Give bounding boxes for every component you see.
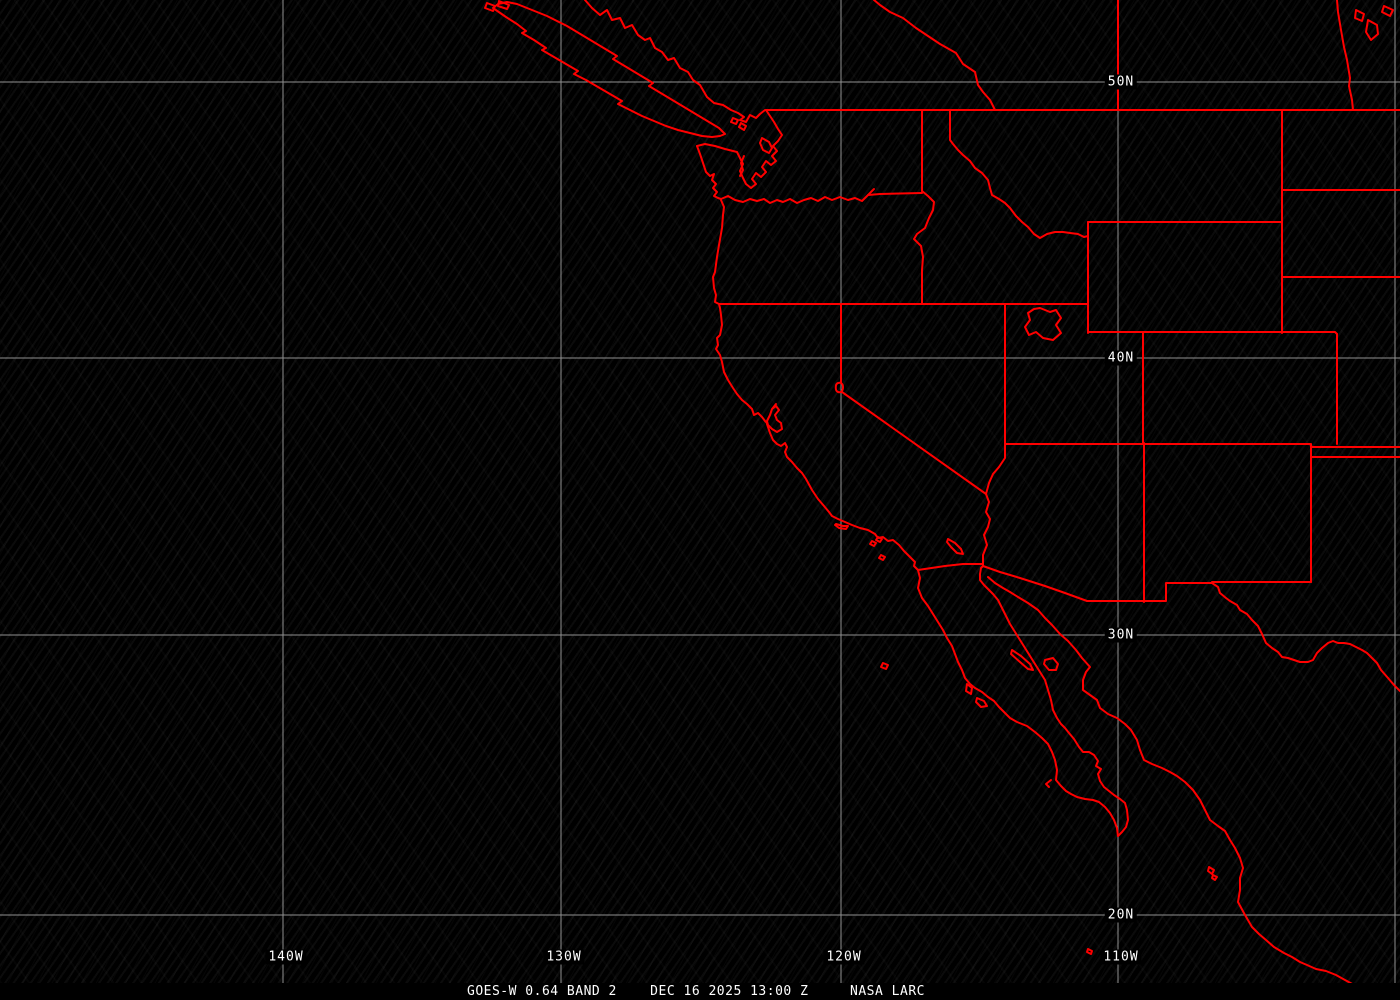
vancouver-island-north-islets bbox=[485, 1, 509, 11]
puget-sound-coast bbox=[697, 110, 782, 188]
gulf-islands bbox=[731, 118, 746, 130]
manitoba-lakes bbox=[1355, 6, 1393, 40]
hood-canal bbox=[740, 156, 744, 176]
saskatchewan-manitoba-border bbox=[1337, 0, 1353, 110]
baja-gulf-coast bbox=[980, 566, 1128, 836]
colorado-river-az-nv bbox=[983, 445, 1005, 566]
mazatlan-islets bbox=[1208, 867, 1217, 880]
british-columbia-mainland-coast bbox=[585, 0, 765, 122]
grid-label-120w: 120W bbox=[823, 949, 865, 965]
oregon-california-coast bbox=[713, 200, 767, 423]
idaho-montana-border bbox=[950, 110, 1088, 238]
central-southern-california-coast bbox=[767, 424, 918, 570]
magdalena-bay bbox=[1046, 780, 1051, 787]
arizona-sonora-border bbox=[983, 566, 1212, 601]
caption-bar: GOES-W 0.64 BAND 2 DEC 16 2025 13:00 Z N… bbox=[0, 983, 1400, 1000]
san-francisco-bay bbox=[767, 404, 782, 432]
isla-tiburon bbox=[1044, 658, 1058, 670]
california-mexico-border bbox=[918, 564, 983, 570]
sonora-sinaloa-coast bbox=[988, 577, 1356, 983]
grid-label-40n: 40N bbox=[1104, 350, 1138, 366]
rio-grande-border bbox=[1212, 583, 1400, 691]
grid-label-130w: 130W bbox=[543, 949, 585, 965]
grid-label-30n: 30N bbox=[1104, 627, 1138, 643]
channel-islands bbox=[835, 524, 885, 560]
cedros-island bbox=[966, 684, 972, 694]
vancouver-island bbox=[493, 2, 725, 137]
grid-label-140w: 140W bbox=[265, 949, 307, 965]
isla-angel-de-la-guarda bbox=[1011, 650, 1033, 670]
scammon-lagoon bbox=[976, 698, 987, 707]
socorro-island bbox=[1087, 949, 1092, 954]
grid-label-50n: 50N bbox=[1104, 74, 1138, 90]
bc-alberta-border bbox=[874, 0, 995, 110]
great-salt-lake bbox=[1025, 308, 1061, 340]
salton-sea bbox=[947, 539, 963, 554]
baja-pacific-coast bbox=[918, 570, 1118, 836]
california-nevada-diagonal-border bbox=[842, 392, 986, 494]
guadalupe-island bbox=[881, 663, 888, 669]
whidbey-island bbox=[760, 138, 772, 153]
satellite-caption: GOES-W 0.64 BAND 2 DEC 16 2025 13:00 Z N… bbox=[467, 984, 925, 999]
grid-label-110w: 110W bbox=[1100, 949, 1142, 965]
grid-label-20n: 20N bbox=[1104, 907, 1138, 923]
idaho-oregon-border-snake-river bbox=[914, 191, 934, 303]
snake-river-spur bbox=[868, 189, 874, 195]
washington-oregon-border-columbia-river bbox=[721, 193, 922, 203]
washington-coast bbox=[697, 146, 721, 199]
